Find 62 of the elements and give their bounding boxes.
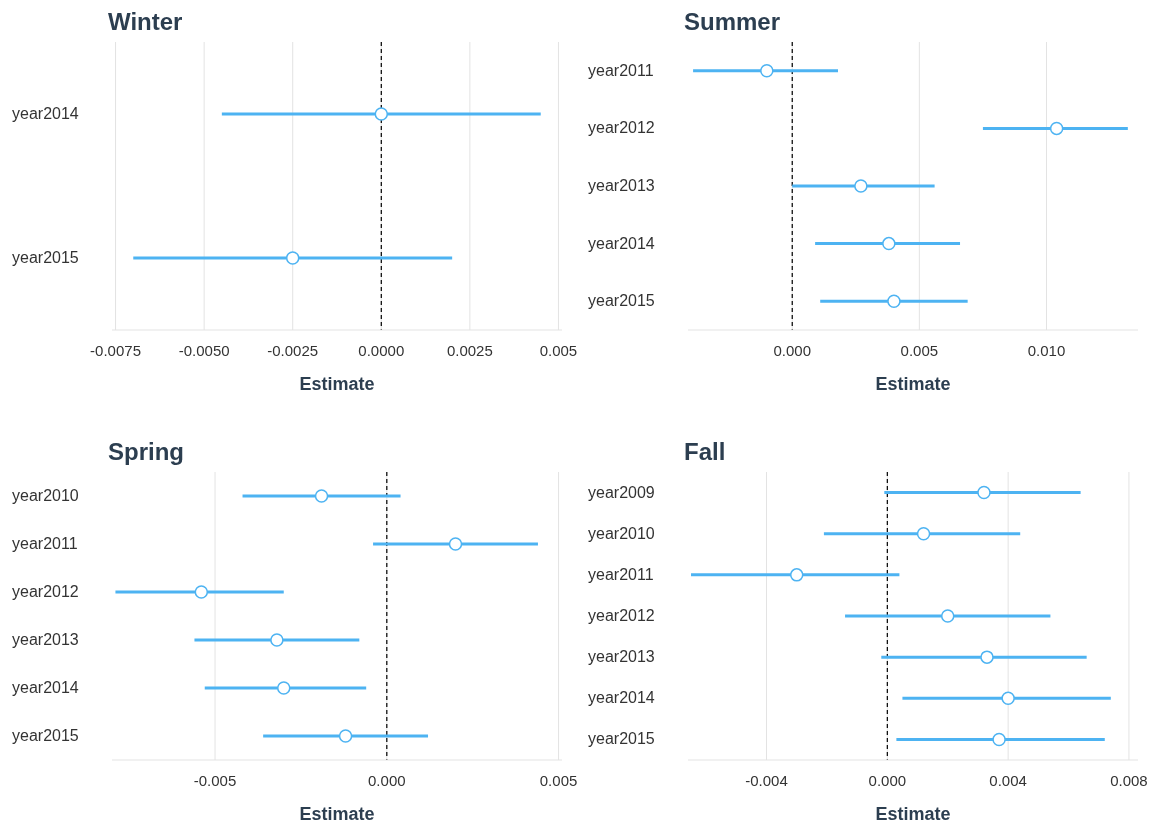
- y-tick-label: year2015: [588, 292, 655, 310]
- x-tick-label: 0.000: [773, 342, 812, 359]
- point: [1001, 691, 1015, 706]
- y-tick-label: year2014: [588, 234, 655, 252]
- point: [977, 485, 991, 500]
- point: [1049, 121, 1064, 136]
- y-tick-label: year2010: [12, 487, 79, 504]
- x-axis-title: Estimate: [875, 374, 951, 394]
- y-tick-label: year2013: [588, 648, 655, 666]
- y-tick-label: year2010: [588, 524, 655, 542]
- y-tick-label: year2013: [588, 177, 655, 194]
- x-tick-label: 0.010: [1027, 342, 1066, 359]
- x-tick-label: -0.0025: [267, 342, 319, 359]
- point: [448, 537, 463, 551]
- x-tick-label: 0.000: [868, 772, 907, 789]
- point: [270, 633, 284, 647]
- point: [882, 236, 896, 251]
- y-tick-label: year2014: [12, 105, 79, 122]
- x-tick-label: 0.004: [989, 772, 1027, 789]
- x-tick-label: 0.008: [1110, 772, 1148, 789]
- point: [992, 732, 1006, 747]
- x-axis-title: Estimate: [299, 374, 375, 394]
- point: [980, 650, 994, 664]
- chart-title: Fall: [684, 438, 726, 465]
- x-tick-label: -0.0050: [178, 342, 230, 359]
- y-tick-label: year2011: [588, 61, 654, 79]
- y-tick-label: year2013: [12, 631, 79, 648]
- chart-title: Spring: [108, 438, 184, 465]
- x-tick-label: -0.0075: [90, 342, 141, 359]
- point: [194, 585, 209, 599]
- x-tick-label: 0.005: [539, 772, 578, 789]
- x-tick-label: 0.0025: [446, 342, 493, 359]
- y-tick-label: year2012: [588, 119, 655, 137]
- y-tick-label: year2015: [588, 730, 655, 748]
- x-tick-label: 0.005: [900, 342, 939, 359]
- point: [314, 489, 329, 503]
- x-tick-label: 0.0000: [358, 342, 405, 359]
- y-tick-label: year2014: [12, 679, 79, 696]
- y-tick-label: year2009: [588, 483, 655, 501]
- x-tick-label: -0.004: [745, 772, 788, 789]
- chart-title: Winter: [108, 8, 183, 35]
- point: [277, 681, 291, 695]
- y-tick-label: year2015: [12, 727, 79, 744]
- point: [789, 568, 804, 582]
- point: [338, 729, 353, 743]
- y-tick-label: year2012: [588, 607, 655, 624]
- y-tick-label: year2012: [12, 583, 79, 600]
- y-tick-label: year2011: [588, 565, 654, 583]
- y-tick-label: year2014: [588, 689, 655, 707]
- x-tick-label: 0.005: [539, 342, 578, 359]
- x-axis-title: Estimate: [875, 804, 951, 824]
- point: [940, 609, 955, 623]
- x-axis-title: Estimate: [299, 804, 375, 824]
- point: [916, 526, 931, 541]
- point: [887, 294, 901, 308]
- point: [760, 64, 774, 78]
- point: [854, 179, 868, 193]
- y-tick-label: year2015: [12, 249, 79, 266]
- chart-title: Summer: [684, 8, 781, 35]
- x-tick-label: -0.005: [193, 772, 237, 789]
- y-tick-label: year2011: [12, 535, 78, 552]
- x-tick-label: 0.000: [368, 772, 406, 789]
